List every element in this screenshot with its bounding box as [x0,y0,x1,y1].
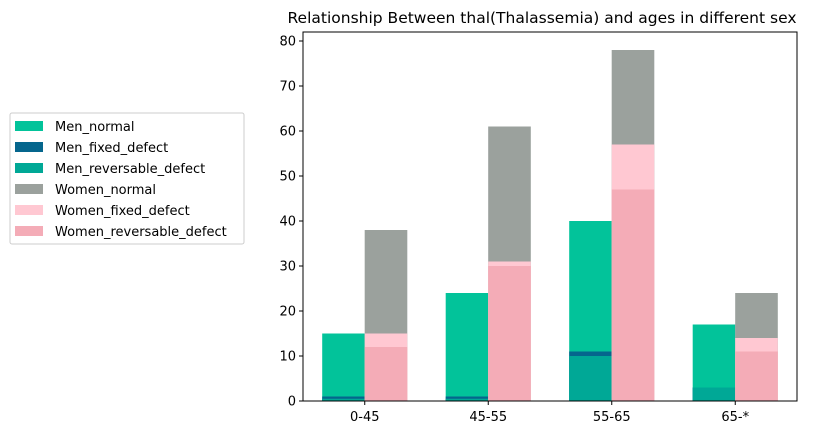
plot-frame [302,31,798,402]
axes-layer: 0 10 20 30 40 50 60 70 80 0-45 45-55 55-65 65-* [279,31,798,425]
legend-label: Men_fixed_defect [55,141,168,156]
y-tick-label: 10 [279,350,296,365]
bar-men-normal-0 [322,333,365,401]
x-tick-label: 0-45 [350,410,380,425]
legend-label: Men_reversable_defect [55,162,205,177]
bar-women-reversable-defect-3 [735,351,778,401]
bars-layer [322,50,778,401]
legend: Men_normal Men_fixed_defect Men_reversable… [9,112,245,245]
legend-swatch [15,226,43,236]
bar-women-reversable-defect-1 [488,266,531,401]
y-tick-label: 60 [279,125,296,140]
legend-label: Women_reversable_defect [55,225,227,240]
legend-swatch [15,184,43,194]
legend-box [9,112,245,245]
bar-men-reversable-defect-2 [569,356,612,401]
y-tick-label: 20 [279,305,296,320]
y-tick-label: 70 [279,80,296,95]
y-tick-label: 80 [279,35,296,50]
y-tick-label: 0 [288,395,296,410]
bar-women-reversable-defect-0 [364,347,408,401]
legend-label: Women_normal [55,183,156,198]
x-tick-label: 65-* [721,410,749,425]
legend-swatch [15,142,43,152]
bar-men-reversable-defect-0 [322,398,365,401]
bar-women-reversable-defect-2 [611,189,655,401]
legend-swatch [15,205,43,215]
x-tick-label: 45-55 [469,410,507,425]
legend-swatch [15,121,43,131]
y-tick-label: 50 [279,170,296,185]
x-tick-label: 55-65 [593,410,631,425]
legend-label: Women_fixed_defect [55,204,190,219]
y-tick-label: 40 [279,215,296,230]
bar-men-normal-1 [445,293,489,401]
bar-men-reversable-defect-3 [692,387,736,401]
bar-men-reversable-defect-1 [445,398,489,401]
chart-title: Relationship Between thal(Thalassemia) a… [287,9,796,27]
legend-swatch [15,163,43,173]
y-tick-label: 30 [279,260,296,275]
legend-label: Men_normal [55,120,135,135]
